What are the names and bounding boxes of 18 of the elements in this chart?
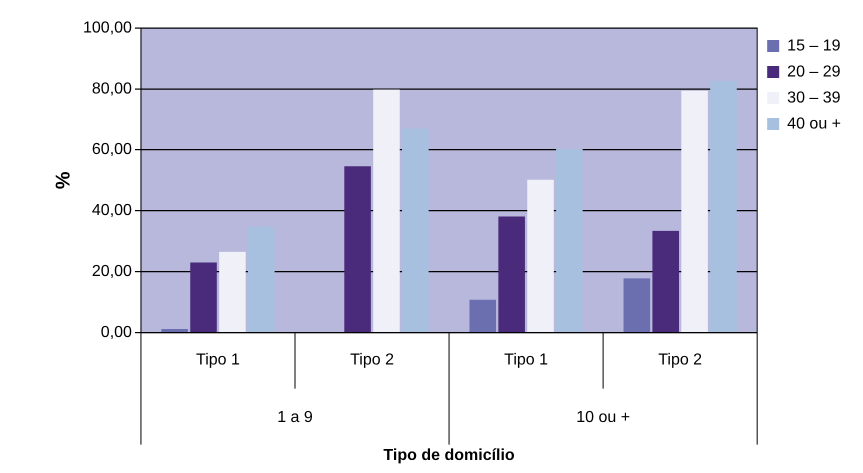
- x-tick-label: Tipo 1: [504, 352, 548, 369]
- x-axis-title: Tipo de domicílio: [383, 446, 515, 464]
- y-tick-label: 80,00: [92, 80, 132, 98]
- legend-label: 40 ou +: [787, 115, 841, 132]
- y-axis-title: %: [52, 171, 75, 190]
- x-tick-label: Tipo 2: [350, 352, 394, 369]
- y-tick-label: 20,00: [92, 263, 132, 280]
- text: 10 ou +: [576, 409, 630, 426]
- legend-label: 15 – 19: [787, 37, 841, 54]
- x-tick-label: Tipo 2: [658, 352, 702, 369]
- x-tick-label: Tipo 1: [196, 352, 240, 369]
- y-tick-label: 0,00: [100, 324, 132, 342]
- y-tick-label: 60,00: [92, 141, 132, 158]
- legend-label: 20 – 29: [787, 63, 841, 80]
- y-tick-label: 100,00: [83, 19, 132, 36]
- legend-label: 30 – 39: [787, 89, 841, 106]
- text: 1 a 9: [277, 409, 313, 426]
- y-tick-label: 40,00: [92, 202, 132, 220]
